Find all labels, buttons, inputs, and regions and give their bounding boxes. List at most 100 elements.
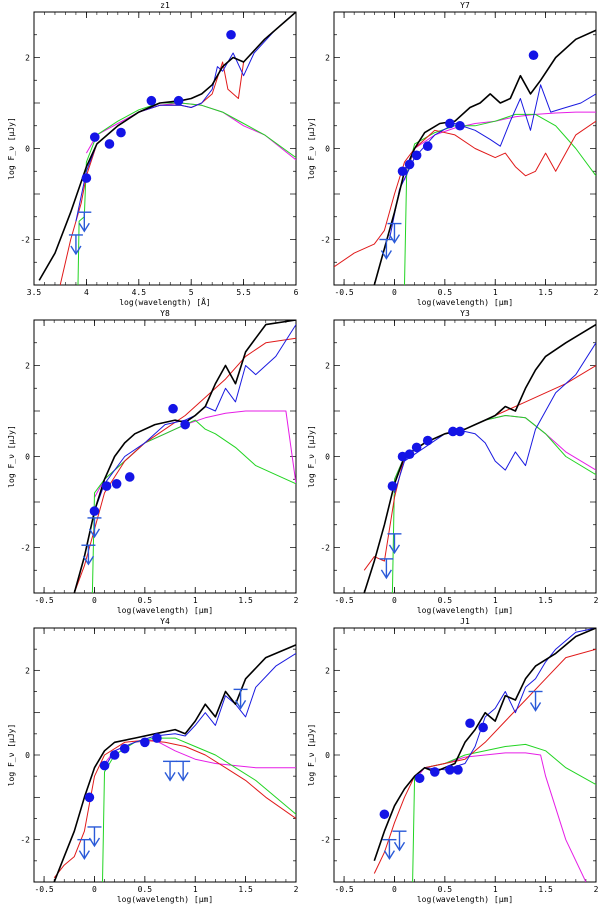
data-point <box>528 50 539 61</box>
x-tick-label: -0.5 <box>34 596 53 605</box>
plot-frame <box>33 319 297 594</box>
limit-head <box>529 702 542 712</box>
x-tick-label: 4.5 <box>132 288 147 297</box>
data-point <box>404 159 415 170</box>
data-point <box>84 792 95 803</box>
x-tick-label: 1.5 <box>538 885 553 894</box>
x-tick-label: 2 <box>594 596 599 605</box>
y-tick-label: 0 <box>25 145 30 154</box>
plot-area <box>334 29 596 285</box>
limit-head <box>383 850 396 860</box>
x-tick-label: -0.5 <box>34 885 53 894</box>
series-line-green <box>391 415 596 593</box>
x-tick-label: 0.5 <box>438 596 453 605</box>
y-tick-label: 2 <box>325 362 330 371</box>
x-tick-label: 1 <box>493 596 498 605</box>
panel-z1: z1 3.5 4 4.5 5 5.5 6 -2 0 2 log(wavelength) [Å] log… <box>7 1 299 307</box>
data-point <box>101 481 112 491</box>
x-tick-label: 1 <box>193 885 198 894</box>
data-point <box>411 442 422 453</box>
data-point <box>411 150 422 161</box>
panel-title: Y4 <box>160 617 170 626</box>
x-tick-label: 0 <box>392 885 397 894</box>
x-axis-label: log(wavelength) [μm] <box>117 895 213 904</box>
data-point <box>146 95 157 106</box>
series-line-magenta <box>104 739 296 769</box>
limit-head <box>88 528 101 539</box>
y-tick-label: -2 <box>320 236 330 245</box>
x-tick-label: 0 <box>392 288 397 297</box>
limit-head <box>388 234 401 244</box>
limit-head <box>164 771 176 782</box>
x-tick-label: 0 <box>92 596 97 605</box>
x-tick-label: 0.5 <box>138 596 153 605</box>
series-line-green <box>77 102 296 285</box>
y-tick-label: 2 <box>25 362 30 371</box>
series-line-green <box>412 743 596 882</box>
data-point <box>445 765 455 775</box>
data-point <box>387 481 398 491</box>
series-line-blue <box>394 342 596 494</box>
upper-limit-arrow <box>392 830 407 852</box>
y-tick-label: -2 <box>320 544 330 553</box>
panel-y4: Y4 -0.5 0 0.5 1 1.5 2 -2 0 2 log(wavelength) [μm] l… <box>7 617 299 904</box>
panel-y7: Y7 -0.5 0 0.5 1 1.5 2 -2 0 2 log(wavelength) [μm] l… <box>307 1 599 307</box>
data-point <box>173 95 184 106</box>
x-tick-label: 1.5 <box>238 885 253 894</box>
y-tick-label: 2 <box>325 666 330 675</box>
y-tick-label: -2 <box>20 836 30 845</box>
x-tick-label: -0.5 <box>334 596 353 605</box>
x-tick-label: 2 <box>294 885 299 894</box>
panel-y3: Y3 -0.5 0 0.5 1 1.5 2 -2 0 2 log(wavelength) [μm] l… <box>307 309 599 615</box>
y-tick-label: 0 <box>25 751 30 760</box>
series-line-blue <box>75 12 296 222</box>
series-line-blue <box>104 652 296 768</box>
plot-frame <box>333 319 597 594</box>
panel-title: z1 <box>160 1 170 10</box>
upper-limit-arrow <box>87 517 102 539</box>
data-point <box>422 141 433 152</box>
upper-limit-arrow <box>87 826 102 848</box>
data-point <box>116 127 126 138</box>
limit-head <box>78 850 90 860</box>
x-axis-label: log(wavelength) [Å] <box>119 296 211 307</box>
series-line-red <box>334 120 596 268</box>
data-point <box>124 472 135 482</box>
y-tick-label: 2 <box>325 54 330 63</box>
data-point <box>104 139 115 149</box>
x-axis-label: log(wavelength) [μm] <box>417 298 513 307</box>
data-point <box>455 120 465 131</box>
panel-title: J1 <box>460 617 470 626</box>
y-axis-label: log F_ν [μJy] <box>7 117 16 180</box>
plot-area <box>73 320 296 593</box>
upper-limit-arrow <box>379 558 394 580</box>
plot-area <box>38 12 296 285</box>
x-tick-label: 1.5 <box>238 596 253 605</box>
data-point <box>180 419 190 430</box>
x-tick-label: 3.5 <box>27 288 42 297</box>
x-tick-label: 2 <box>594 288 599 297</box>
data-point <box>119 743 130 754</box>
limit-head <box>70 245 82 256</box>
y-tick-label: 0 <box>325 751 330 760</box>
limit-head <box>88 837 101 848</box>
data-point <box>448 426 458 437</box>
x-tick-label: 2 <box>294 596 299 605</box>
upper-limit-arrow <box>77 211 92 233</box>
series-line-black <box>373 628 596 862</box>
data-point <box>152 733 162 743</box>
series-line-red <box>373 648 596 874</box>
series-line-black <box>53 644 296 882</box>
plot-area <box>373 628 596 882</box>
x-tick-label: 5.5 <box>236 288 251 297</box>
series-line-blue <box>388 84 596 240</box>
y-axis-label: log F_ν [μJy] <box>7 425 16 488</box>
x-tick-label: 5 <box>189 288 194 297</box>
upper-limit-arrow <box>387 222 402 244</box>
y-tick-label: -2 <box>320 836 330 845</box>
upper-limit-arrow <box>233 688 248 710</box>
limit-head <box>393 841 406 852</box>
upper-limit-arrow <box>382 838 397 860</box>
panel-y8: Y8 -0.5 0 0.5 1 1.5 2 -2 0 2 log(wavelength) [μm] l… <box>7 309 299 615</box>
series-line-black <box>38 12 296 281</box>
